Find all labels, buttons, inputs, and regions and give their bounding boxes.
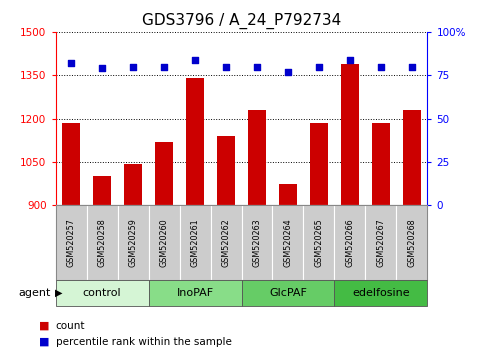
Bar [93,176,112,205]
Point [284,69,292,75]
Text: ▶: ▶ [55,288,63,298]
Text: GSM520261: GSM520261 [190,218,199,267]
Text: GSM520265: GSM520265 [314,218,324,267]
Text: GSM520267: GSM520267 [376,218,385,267]
Text: agent: agent [18,288,51,298]
Text: GSM520264: GSM520264 [284,218,293,267]
Bar [217,136,235,205]
Point [160,64,168,69]
Text: GSM520260: GSM520260 [159,218,169,267]
Bar [124,164,142,205]
Point [67,60,75,66]
Text: GSM520258: GSM520258 [98,218,107,267]
Point [191,57,199,62]
Bar [62,123,80,205]
Bar [372,123,390,205]
Text: GSM520259: GSM520259 [128,218,138,267]
Point [129,64,137,69]
Text: edelfosine: edelfosine [352,288,410,298]
Bar [341,64,359,205]
Point [98,65,106,71]
Bar [248,110,266,205]
Bar [155,142,173,205]
Text: GSM520257: GSM520257 [67,218,75,267]
Text: ■: ■ [39,321,49,331]
Text: GSM520263: GSM520263 [253,218,261,267]
Point [346,57,354,62]
Text: GlcPAF: GlcPAF [269,288,307,298]
Point [253,64,261,69]
Bar [186,78,204,205]
Bar [310,123,328,205]
Text: control: control [83,288,121,298]
Text: ■: ■ [39,337,49,347]
Point [377,64,385,69]
Bar [403,110,421,205]
Text: GSM520262: GSM520262 [222,218,230,267]
Text: GSM520268: GSM520268 [408,218,416,267]
Title: GDS3796 / A_24_P792734: GDS3796 / A_24_P792734 [142,13,341,29]
Text: percentile rank within the sample: percentile rank within the sample [56,337,231,347]
Point [408,64,416,69]
Text: count: count [56,321,85,331]
Point [222,64,230,69]
Text: GSM520266: GSM520266 [345,218,355,267]
Bar [279,184,297,205]
Point [315,64,323,69]
Text: InoPAF: InoPAF [176,288,213,298]
